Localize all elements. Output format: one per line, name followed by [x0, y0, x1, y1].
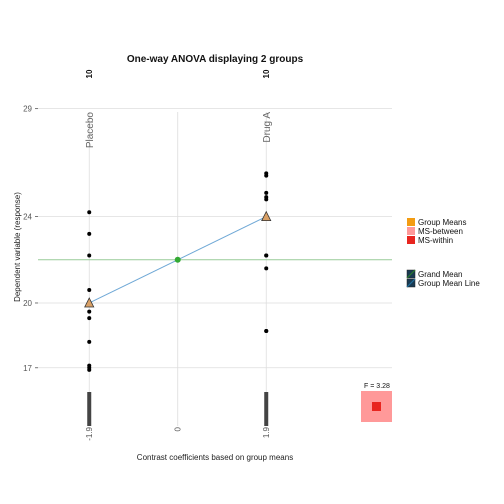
- rug-1: [264, 392, 269, 426]
- data-point-0-2: [87, 253, 92, 258]
- grid-lines: [35, 108, 392, 426]
- group-n-label-1: 10: [262, 69, 271, 78]
- x-tick-label-1.9: 1.9: [262, 426, 271, 438]
- legend-slash-g2-1: [406, 278, 416, 288]
- data-point-0-6: [87, 339, 92, 344]
- data-points: [84, 171, 272, 372]
- data-point-1-9: [264, 329, 269, 334]
- rug-0: [87, 392, 92, 426]
- grand-mean-point: [174, 256, 181, 263]
- x-tick-label-0: 0: [174, 426, 183, 431]
- legend-label-g2-0: Grand Mean: [418, 270, 462, 279]
- axis-labels: 17 20 24 29 -1.9 0 1.9 Placebo 10 Drug A 10: [23, 69, 273, 441]
- ms-within-square: [372, 402, 381, 411]
- data-point-0-5: [87, 316, 92, 321]
- legend-swatch-1: [407, 227, 415, 235]
- legend-label-g2-1: Group Mean Line: [418, 279, 480, 288]
- data-point-0-9: [87, 367, 92, 372]
- legend-swatch-0: [407, 218, 415, 226]
- x-tick-label--1.9: -1.9: [85, 426, 94, 440]
- legend-label-2: MS-within: [418, 236, 453, 245]
- data-point-1-6: [264, 253, 269, 258]
- rug-marks: [87, 392, 269, 426]
- legend-label-1: MS-between: [418, 227, 463, 236]
- y-tick-label-24: 24: [23, 213, 32, 222]
- data-point-1-7: [264, 266, 269, 271]
- data-point-0-4: [87, 309, 92, 314]
- chart-title: One-way ANOVA displaying 2 groups: [127, 54, 304, 65]
- group-n-label-0: 10: [85, 69, 94, 78]
- x-axis-title: Contrast coefficients based on group mea…: [137, 453, 293, 462]
- legend-slash-g2-0: [406, 269, 416, 279]
- data-point-0-1: [87, 231, 92, 236]
- data-point-0-3: [87, 288, 92, 293]
- data-point-1-2: [264, 190, 269, 195]
- group-label-0: Placebo: [85, 112, 96, 149]
- data-point-0-0: [87, 210, 92, 215]
- y-tick-label-20: 20: [23, 299, 32, 308]
- data-point-1-1: [264, 173, 269, 178]
- legend-swatch-2: [407, 236, 415, 244]
- y-tick-label-17: 17: [23, 364, 32, 373]
- group-label-1: Drug A: [262, 112, 273, 143]
- data-point-1-4: [264, 197, 269, 202]
- ms-between-box: F = 3.28: [361, 383, 392, 422]
- group-mean-marker-0: [84, 297, 95, 308]
- legend-label-0: Group Means: [418, 218, 466, 227]
- f-statistic-label: F = 3.28: [364, 383, 390, 390]
- y-tick-label-29: 29: [23, 105, 32, 114]
- group-mean-marker-1: [261, 210, 272, 222]
- y-axis-title: Dependent variable (response): [13, 192, 22, 302]
